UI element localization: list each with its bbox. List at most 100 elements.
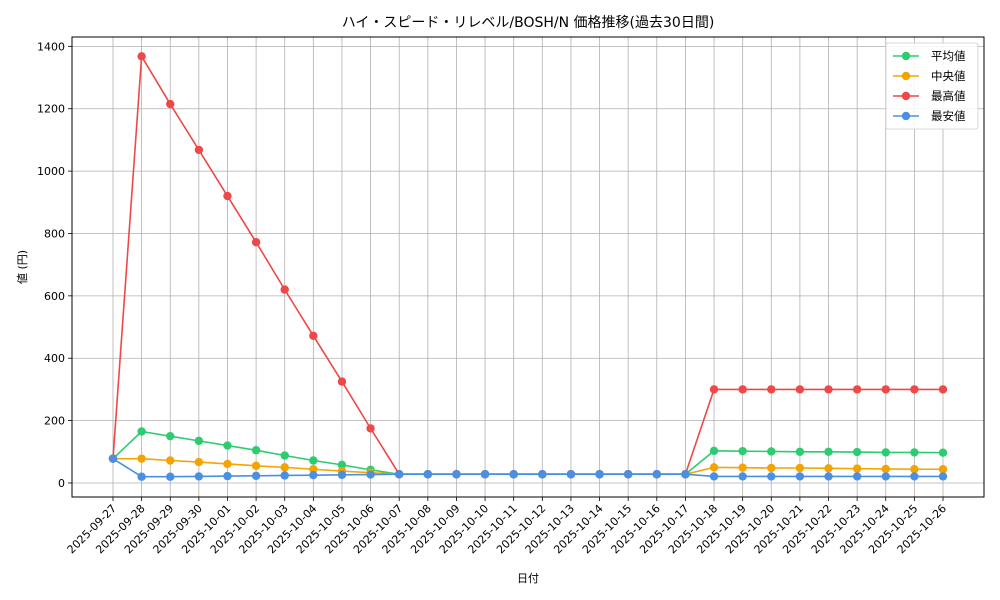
legend-item: 平均値 — [893, 49, 966, 63]
data-point — [910, 472, 919, 481]
data-point — [137, 427, 146, 436]
data-point — [652, 470, 661, 479]
data-point — [595, 470, 604, 479]
data-point — [251, 461, 261, 471]
plot-frame — [71, 36, 985, 498]
legend-label: 最高値 — [931, 89, 966, 103]
data-point — [366, 470, 375, 479]
series-line — [112, 55, 943, 476]
legend-item: 最安値 — [893, 109, 966, 123]
data-point — [108, 454, 118, 463]
data-point — [910, 385, 919, 394]
data-point — [824, 385, 833, 394]
legend-item: 最高値 — [893, 89, 966, 103]
data-point — [881, 448, 890, 457]
data-point — [194, 145, 204, 155]
data-point — [166, 456, 175, 465]
data-point — [881, 472, 890, 481]
y-tick-label: 400 — [44, 352, 65, 365]
data-point — [166, 99, 175, 109]
x-axis-label: 日付 — [517, 572, 539, 585]
legend-label: 平均値 — [931, 49, 966, 63]
y-tick-label: 1000 — [37, 165, 65, 178]
y-axis-label: 値 (円) — [16, 250, 29, 284]
data-point — [795, 447, 805, 456]
data-point — [538, 470, 547, 479]
y-tick-label: 200 — [44, 415, 65, 428]
data-point — [337, 377, 347, 386]
y-tick-label: 600 — [44, 290, 65, 303]
legend-box — [885, 42, 979, 130]
data-point — [137, 472, 146, 481]
data-point — [738, 446, 747, 456]
data-point — [767, 385, 776, 394]
y-tick-label: 1400 — [37, 40, 65, 53]
data-point — [824, 464, 833, 473]
data-point — [280, 471, 289, 480]
legend-marker — [901, 111, 911, 121]
data-point — [166, 431, 175, 441]
data-point — [137, 52, 146, 61]
series-line — [113, 457, 943, 476]
data-point — [223, 191, 232, 201]
series-line — [112, 457, 943, 478]
data-point — [223, 471, 232, 481]
data-point — [938, 465, 948, 474]
data-point — [824, 447, 833, 456]
y-tick-label: 1200 — [37, 103, 65, 116]
data-point — [251, 446, 261, 455]
data-point — [938, 448, 948, 457]
data-point — [910, 448, 919, 457]
data-point — [280, 463, 289, 472]
x-axis-ticks: 2025-09-272025-09-282025-09-292025-09-30… — [65, 497, 949, 556]
legend-marker — [901, 91, 911, 101]
data-point — [223, 459, 232, 469]
y-tick-label: 800 — [44, 227, 65, 240]
data-point — [309, 465, 318, 474]
data-point — [137, 454, 146, 463]
data-point — [309, 456, 318, 465]
data-point — [480, 470, 490, 479]
data-point — [194, 472, 204, 481]
data-point — [366, 424, 375, 433]
data-point — [881, 385, 890, 394]
data-point — [709, 472, 719, 481]
data-point — [337, 460, 347, 470]
series-1 — [108, 427, 948, 479]
data-point — [566, 470, 576, 479]
y-tick-label: 0 — [58, 477, 65, 490]
data-point — [910, 465, 919, 474]
data-point — [423, 470, 433, 479]
data-point — [824, 472, 833, 481]
data-point — [166, 472, 175, 481]
y-axis-ticks: 0 200 400 600 800 1000 1200 1400 — [37, 40, 72, 490]
data-point — [223, 441, 232, 450]
data-point — [852, 464, 862, 473]
series-3 — [108, 52, 948, 479]
data-point — [709, 446, 719, 456]
data-point — [251, 238, 261, 247]
chart-title: ハイ・スピード・リレベル/BOSH/N 価格推移(過去30日間) — [342, 15, 715, 31]
legend-marker — [901, 71, 911, 81]
data-point — [280, 285, 289, 294]
data-point — [767, 472, 776, 481]
data-point — [795, 472, 805, 481]
legend-label: 最安値 — [931, 109, 966, 123]
data-point — [681, 470, 690, 479]
data-point — [938, 472, 948, 481]
data-point — [852, 385, 862, 394]
data-point — [795, 385, 805, 394]
series-group — [108, 52, 948, 481]
data-point — [251, 471, 261, 480]
data-point — [852, 472, 862, 481]
data-point — [194, 457, 204, 467]
data-point — [738, 463, 747, 472]
data-point — [509, 470, 518, 479]
legend-label: 中央値 — [931, 69, 966, 83]
data-point — [623, 470, 633, 479]
data-point — [709, 463, 719, 472]
data-point — [709, 385, 719, 394]
data-point — [767, 463, 776, 473]
